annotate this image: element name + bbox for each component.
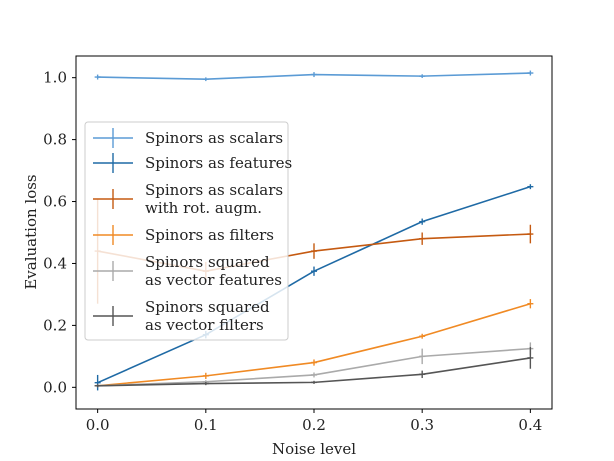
data-point xyxy=(419,370,426,379)
legend-label: Spinors squared xyxy=(145,253,270,271)
data-point xyxy=(419,232,426,245)
x-tick-label: 0.2 xyxy=(302,416,326,434)
legend-entry: Spinors as filters xyxy=(93,225,274,245)
y-tick-label: 0.0 xyxy=(43,378,67,396)
data-point xyxy=(311,266,317,276)
x-axis-ticks: 0.0 0.1 0.2 0.3 0.4 xyxy=(86,409,542,434)
data-point xyxy=(527,184,534,190)
legend-label: as vector filters xyxy=(145,316,264,334)
series-1 xyxy=(94,70,534,82)
legend: Spinors as scalars Spinors as features Spi… xyxy=(84,121,292,341)
legend-entry: Spinors as scalars xyxy=(93,128,283,148)
data-point xyxy=(419,74,426,78)
data-point xyxy=(311,72,317,78)
data-point xyxy=(527,70,534,76)
data-point xyxy=(202,382,209,386)
legend-label: Spinors squared xyxy=(145,298,270,316)
legend-label: with rot. augm. xyxy=(145,199,262,217)
data-point xyxy=(419,218,426,225)
y-tick-label: 0.4 xyxy=(43,254,67,272)
series-6 xyxy=(94,347,534,388)
x-tick-label: 0.1 xyxy=(194,416,218,434)
data-point xyxy=(202,77,209,82)
legend-label: Spinors as scalars xyxy=(145,181,283,199)
x-tick-label: 0.0 xyxy=(86,416,110,434)
data-point xyxy=(527,347,534,369)
data-point xyxy=(311,380,317,384)
data-point xyxy=(311,359,317,366)
legend-box xyxy=(84,121,289,341)
data-point xyxy=(527,299,534,309)
x-tick-label: 0.3 xyxy=(410,416,434,434)
legend-label: Spinors as scalars xyxy=(145,129,283,147)
y-tick-label: 0.8 xyxy=(43,131,67,149)
data-point xyxy=(311,243,317,259)
x-axis-label: Noise level xyxy=(272,440,356,458)
data-point xyxy=(419,333,426,339)
data-point xyxy=(419,348,426,365)
data-point xyxy=(94,74,101,80)
data-point xyxy=(311,372,317,378)
data-point xyxy=(202,372,209,379)
y-tick-label: 0.2 xyxy=(43,316,67,334)
legend-label: Spinors as filters xyxy=(145,226,274,244)
x-tick-label: 0.4 xyxy=(518,416,542,434)
y-tick-label: 0.6 xyxy=(43,193,67,211)
y-axis-ticks: 0.0 0.2 0.4 0.6 0.8 1.0 xyxy=(43,69,76,396)
y-tick-label: 1.0 xyxy=(43,69,67,87)
series-5 xyxy=(94,342,534,388)
legend-label: Spinors as features xyxy=(145,154,292,172)
series-layer xyxy=(94,70,534,391)
series-2 xyxy=(94,184,534,391)
legend-entry: Spinors as features xyxy=(93,153,292,173)
y-axis-label: Evaluation loss xyxy=(22,174,40,289)
legend-label: as vector features xyxy=(145,271,282,289)
data-point xyxy=(94,374,101,391)
data-point xyxy=(94,384,101,388)
data-point xyxy=(527,224,534,244)
